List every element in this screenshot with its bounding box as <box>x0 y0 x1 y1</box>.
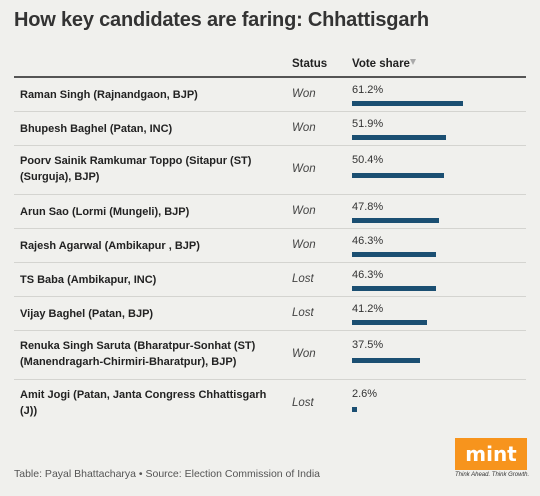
candidate-name: Amit Jogi (Patan, Janta Congress Chhatti… <box>20 389 267 417</box>
vote-share-bar <box>352 218 439 223</box>
candidate-status: Won <box>292 121 316 134</box>
candidate-name: Bhupesh Baghel (Patan, INC) <box>20 123 173 135</box>
candidate-name: Poorv Sainik Ramkumar Toppo (Sitapur (ST… <box>20 155 252 183</box>
page-title: How key candidates are faring: Chhattisg… <box>14 9 429 31</box>
vote-share-bar <box>352 252 437 257</box>
vote-share-label: 46.3% <box>352 269 384 281</box>
candidate-name: Raman Singh (Rajnandgaon, BJP) <box>20 89 198 101</box>
candidate-name: Vijay Baghel (Patan, BJP) <box>20 308 154 320</box>
candidate-status: Won <box>292 163 316 175</box>
table-row: Amit Jogi (Patan, Janta Congress Chhatti… <box>14 380 526 428</box>
candidate-status: Lost <box>292 272 314 285</box>
vote-share-label: 61.2% <box>352 84 384 96</box>
source-footer: Table: Payal Bhattacharya • Source: Elec… <box>14 468 320 480</box>
vote-share-label: 46.3% <box>352 235 384 247</box>
vote-share-label: 47.8% <box>352 201 384 213</box>
vote-share-bar <box>352 358 421 363</box>
vote-share-bar <box>352 173 444 178</box>
candidate-status: Lost <box>292 306 314 319</box>
table-row: Arun Sao (Lormi (Mungeli), BJP) Won 47.8% <box>14 195 526 229</box>
table-row: TS Baba (Ambikapur, INC) Lost 46.3% <box>14 263 526 297</box>
vote-share-label: 51.9% <box>352 118 384 130</box>
vote-share-bar <box>352 135 447 140</box>
sort-descending-icon[interactable] <box>410 59 416 65</box>
candidate-name: TS Baba (Ambikapur, INC) <box>20 274 157 286</box>
candidate-name: Rajesh Agarwal (Ambikapur , BJP) <box>20 240 200 252</box>
table-row: Rajesh Agarwal (Ambikapur , BJP) Won 46.3% <box>14 229 526 263</box>
table-row: Raman Singh (Rajnandgaon, BJP) Won 61.2% <box>14 78 526 112</box>
candidate-name: Renuka Singh Saruta (Bharatpur-Sonhat (S… <box>20 340 256 368</box>
vote-share-label: 2.6% <box>352 388 378 400</box>
vote-share-column-header[interactable]: Vote share <box>352 58 410 70</box>
mint-logo: mint Think Ahead. Think Growth. <box>455 438 529 484</box>
candidate-table: Raman Singh (Rajnandgaon, BJP) Won 61.2% Bh… <box>14 78 526 428</box>
vote-share-bar <box>352 286 437 291</box>
candidate-name: Arun Sao (Lormi (Mungeli), BJP) <box>20 206 190 218</box>
vote-share-label: 50.4% <box>352 154 384 166</box>
logo-tagline: Think Ahead. Think Growth. <box>455 472 530 478</box>
candidate-status: Won <box>292 348 316 360</box>
status-column-header[interactable]: Status <box>292 58 328 70</box>
vote-share-label: 37.5% <box>352 339 384 351</box>
table-row: Renuka Singh Saruta (Bharatpur-Sonhat (S… <box>14 331 526 380</box>
candidate-status: Won <box>292 87 316 100</box>
candidate-status: Won <box>292 238 316 251</box>
vote-share-bar <box>352 407 357 412</box>
table-header: Status Vote share <box>14 52 526 78</box>
table-row: Vijay Baghel (Patan, BJP) Lost 41.2% <box>14 297 526 331</box>
vote-share-bar <box>352 101 464 106</box>
candidate-status: Won <box>292 204 316 217</box>
vote-share-bar <box>352 320 427 325</box>
table-row: Poorv Sainik Ramkumar Toppo (Sitapur (ST… <box>14 146 526 195</box>
vote-share-label: 41.2% <box>352 303 384 315</box>
logo-mark: mint <box>455 438 527 470</box>
table-row: Bhupesh Baghel (Patan, INC) Won 51.9% <box>14 112 526 146</box>
candidate-status: Lost <box>292 397 314 409</box>
